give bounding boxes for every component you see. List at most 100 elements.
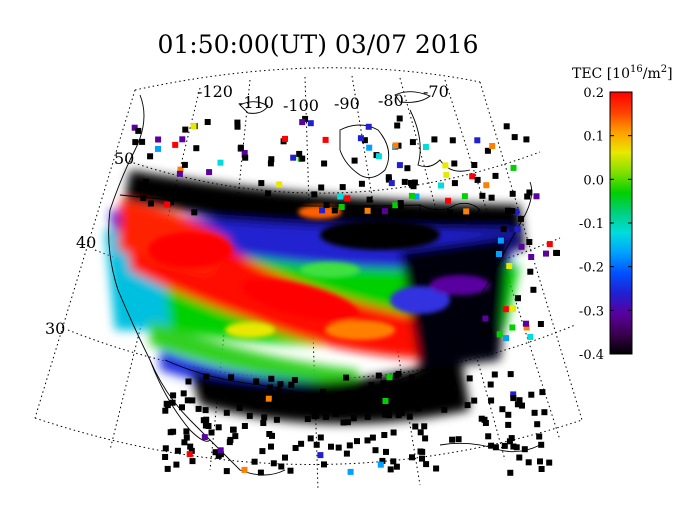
tec-pixel [189,458,196,465]
tec-pixel [496,331,503,338]
tec-pixel [184,397,191,404]
tec-pixel [206,169,213,176]
tec-pixel [510,443,517,450]
colorbar-tick-label: -0.1 [579,217,604,232]
tec-pixel [501,442,508,449]
tec-pixel [505,421,512,428]
tec-pixel [499,406,506,413]
tec-pixel [241,466,248,473]
tec-yellow-patch [225,322,275,338]
tec-pixel [395,412,402,419]
tec-pixel [259,448,266,455]
colorbar-title-close: ] [667,66,672,82]
tec-pixel [474,176,481,183]
tec-dark-patch-north [320,220,440,250]
tec-pixel [377,461,384,468]
tec-pixel [361,137,368,144]
tec-pixel [503,123,510,130]
tec-pixel [307,435,314,442]
tec-pixel [422,435,429,442]
tec-pixel [382,398,389,404]
tec-pixel [202,407,209,414]
tec-pixel [449,137,456,144]
tec-pixel [484,147,491,154]
tec-pixel [451,180,458,187]
tec-pixel [406,413,413,420]
tec-pixel [335,444,342,451]
tec-pixel [451,160,458,167]
tec-pixel [390,429,397,436]
us-mexico-border [164,359,331,401]
tec-pixel [410,183,417,190]
tec-pixel [528,254,535,260]
tec-pixel [368,382,375,389]
tec-pixel [455,436,462,443]
tec-pixel [276,181,283,188]
tec-pixel [519,402,525,409]
labrador-coast [409,109,471,172]
tec-pixel [267,384,274,391]
coastlines [108,91,541,476]
tec-pixel [193,145,200,152]
tec-pixel [174,447,181,454]
tec-pixel [321,461,327,468]
tec-pixel [518,215,524,222]
lat-label-30: 30 [45,319,65,338]
tec-pixel [417,429,424,436]
tec-pixel [357,135,364,142]
lat-label-40: 40 [76,233,96,252]
tec-pixel [302,115,309,122]
tec-pixel [188,447,195,454]
tec-pixel [443,171,450,178]
tec-pixel [364,413,371,420]
tec-pixel [155,136,162,143]
tec-pixel [236,404,243,411]
tec-pixel [307,120,314,127]
tec-pixel [500,226,507,233]
tec-pixel [526,239,533,245]
tec-pixel [275,386,282,393]
tec-pixel [451,390,458,397]
tec-pixel [278,463,285,470]
tec-field [105,170,525,424]
tec-pixel [317,452,324,459]
tec-pixel [412,423,419,430]
colorbar-title-unit-exp: 2 [661,64,667,75]
tec-pixel [464,402,471,409]
tec-pixel [516,454,523,461]
tec-pixel [469,173,476,180]
tec-pixel [398,203,404,210]
tec-pixel [364,207,371,214]
colorbar-tick-label: -0.4 [579,348,604,363]
tec-pixel [396,115,403,122]
tec-pixel [271,400,278,406]
tec-pixel [366,196,373,203]
tec-pixel [201,434,208,441]
tec-pixel [147,153,154,160]
tec-pixel [538,466,545,472]
tec-pixel [331,400,338,407]
tec-pixel [543,250,549,257]
tec-pixel [313,441,320,448]
tec-pixel [338,204,345,210]
hudson-bay-outline [339,124,390,179]
tec-pixel [267,160,274,167]
tec-pixel [510,395,517,402]
tec-pixel [170,392,177,399]
colorbar-title-unit: /m [643,66,661,82]
tec-pixel [411,392,418,399]
tec-pixel [181,439,188,446]
lon-label-80: -80 [378,91,404,110]
tec-pixel [422,144,429,150]
tec-pixel [413,193,420,200]
tec-pixel [486,327,493,334]
tec-pixel [463,208,470,215]
tec-pixel [398,391,405,398]
lon-label-70: -70 [423,82,449,101]
tec-pixel [358,180,365,187]
tec-pixel [139,138,146,145]
tec-pixel [208,429,215,436]
tec-pixel [317,434,324,441]
tec-pixel [396,162,403,169]
colorbar-ticks: 0.2 0.1 0.0 -0.1 -0.2 -0.3 -0.4 [579,86,632,363]
